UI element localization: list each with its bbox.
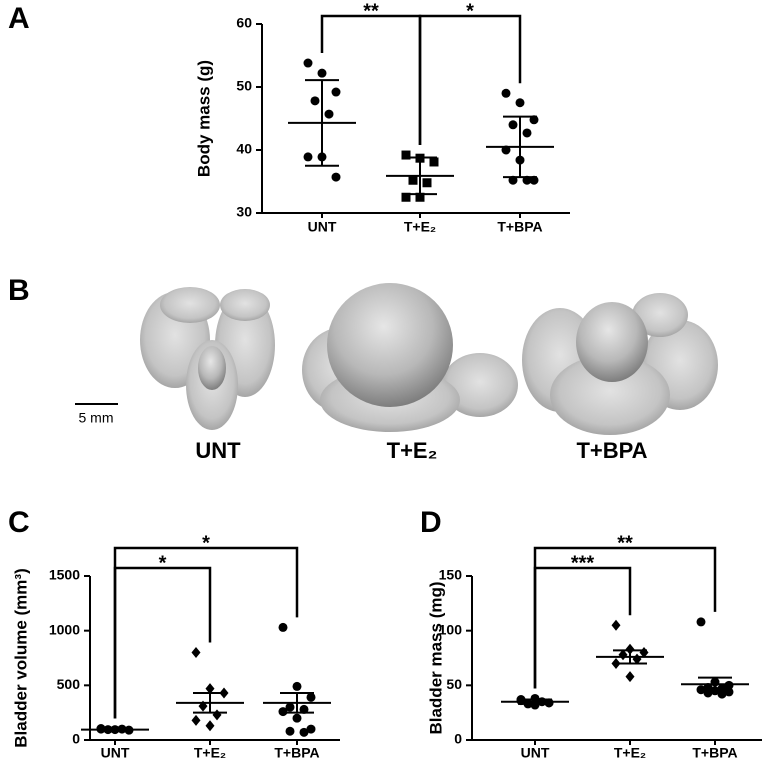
data-point [299, 704, 309, 714]
data-point [278, 707, 288, 717]
photo-te2 [302, 283, 518, 432]
data-point [611, 619, 621, 631]
data-point [696, 685, 706, 695]
panel-label: C [8, 506, 30, 539]
y-tick-label: 50 [446, 676, 462, 692]
data-point [285, 726, 295, 736]
error-bar [503, 115, 537, 179]
x-tick-label: UNT [521, 745, 550, 761]
photo-unt [140, 287, 275, 430]
y-tick-label: 0 [454, 731, 462, 747]
error-bar [305, 79, 339, 167]
panel-label: B [8, 274, 30, 307]
x-tick-label: T+BPA [692, 745, 737, 761]
data-point [530, 700, 540, 710]
significance-bracket [418, 14, 522, 146]
significance-label: * [159, 552, 167, 574]
data-point [515, 98, 525, 108]
x-tick-label: T+BPA [274, 745, 319, 761]
data-point [717, 689, 727, 699]
x-tick-label: T+E₂ [404, 219, 436, 235]
photo-label: T+E₂ [387, 438, 438, 463]
data-point [401, 192, 411, 202]
y-tick-label: 100 [439, 621, 463, 637]
data-point [306, 724, 316, 734]
data-point [429, 157, 439, 167]
x-tick-label: T+E₂ [194, 745, 226, 761]
data-point [724, 687, 734, 697]
data-point [331, 172, 341, 182]
data-point [205, 720, 215, 732]
significance-label: ** [363, 0, 379, 22]
data-point [544, 698, 554, 708]
data-point [303, 152, 313, 162]
data-point [317, 68, 327, 78]
y-tick-label: 500 [57, 676, 81, 692]
data-point [422, 178, 432, 188]
data-point [625, 643, 635, 655]
x-tick-label: UNT [308, 219, 337, 235]
y-tick-label: 50 [236, 78, 252, 94]
x-tick-label: T+BPA [497, 219, 542, 235]
data-point [331, 87, 341, 97]
y-tick-label: 30 [236, 204, 252, 220]
y-tick-label: 1000 [49, 621, 80, 637]
data-point [278, 622, 288, 632]
significance-bracket [113, 566, 212, 719]
y-tick-label: 150 [439, 567, 463, 583]
data-point [501, 88, 511, 98]
data-point [324, 109, 334, 119]
error-bar [613, 649, 647, 665]
data-point [401, 150, 411, 160]
data-point [292, 681, 302, 691]
y-axis-label: Bladder mass (mg) [426, 581, 445, 734]
y-tick-label: 60 [236, 15, 252, 31]
x-tick-label: T+E₂ [614, 745, 646, 761]
data-point [292, 713, 302, 723]
data-point [724, 680, 734, 690]
data-point [285, 702, 295, 712]
data-point [415, 192, 425, 202]
data-point [303, 58, 313, 68]
error-bar [98, 727, 132, 732]
y-tick-label: 0 [72, 731, 80, 747]
data-point [205, 683, 215, 695]
x-tick-label: UNT [101, 745, 130, 761]
error-bar [280, 691, 314, 714]
y-axis-label: Bladder volume (mm³) [11, 568, 30, 747]
significance-bracket [113, 546, 299, 719]
data-point [625, 671, 635, 683]
data-point [306, 692, 316, 702]
significance-label: * [202, 532, 210, 554]
error-bar [193, 691, 227, 714]
data-point [212, 709, 222, 721]
photo-label: UNT [195, 438, 241, 463]
significance-label: *** [571, 552, 595, 574]
scale-bar-label: 5 mm [79, 410, 114, 426]
data-point [530, 693, 540, 703]
data-point [508, 120, 518, 130]
data-point [522, 128, 532, 138]
error-bar [518, 698, 552, 705]
y-axis-label: Body mass (g) [194, 60, 213, 177]
panel-label: A [8, 2, 30, 35]
significance-bracket [533, 546, 717, 689]
panel-label: D [420, 506, 442, 539]
photo-tbpa [522, 293, 718, 435]
significance-label: * [466, 0, 474, 22]
significance-label: ** [617, 532, 633, 554]
error-bar [403, 156, 437, 196]
data-point [408, 175, 418, 185]
data-point [696, 617, 706, 627]
data-point [310, 96, 320, 106]
data-point [191, 714, 201, 726]
y-tick-label: 40 [236, 141, 252, 157]
error-bar [698, 676, 732, 692]
photo-label: T+BPA [576, 438, 647, 463]
data-point [299, 727, 309, 737]
y-tick-label: 1500 [49, 567, 80, 583]
data-point [191, 647, 201, 659]
